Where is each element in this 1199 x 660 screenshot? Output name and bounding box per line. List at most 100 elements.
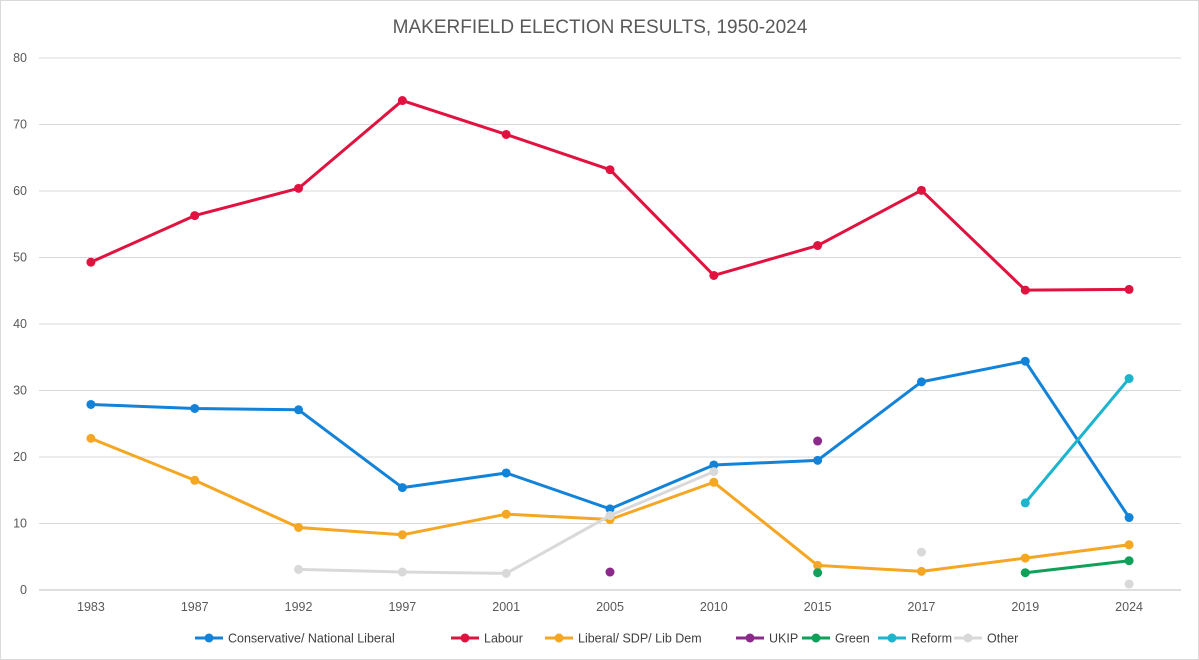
legend-label: Other: [987, 632, 1018, 646]
series-ukip: [605, 436, 823, 577]
data-point: [294, 405, 304, 415]
data-point: [605, 165, 615, 175]
x-tick-label: 2015: [804, 600, 832, 614]
data-point: [916, 377, 926, 387]
series-reform: [1020, 374, 1134, 508]
series-group: [86, 96, 1134, 589]
legend-label: UKIP: [769, 632, 798, 646]
data-point: [1124, 540, 1134, 550]
data-point: [1124, 579, 1134, 589]
data-point: [1020, 285, 1030, 295]
legend-swatch-marker: [745, 633, 755, 643]
data-point: [1020, 568, 1030, 578]
legend-item: Reform: [878, 632, 952, 646]
x-tick-label: 1997: [388, 600, 416, 614]
legend-swatch-marker: [811, 633, 821, 643]
data-point: [709, 467, 719, 477]
x-tick-label: 2019: [1011, 600, 1039, 614]
y-axis-ticks: 0 10 20 30 40 50 60 70 80: [13, 51, 27, 597]
data-point: [1020, 498, 1030, 508]
y-tick-label: 0: [20, 583, 27, 597]
y-tick-label: 60: [13, 184, 27, 198]
data-point: [709, 460, 719, 470]
data-point: [294, 183, 304, 193]
data-point: [813, 241, 823, 251]
data-point: [1124, 556, 1134, 566]
data-point: [397, 567, 407, 577]
y-tick-label: 40: [13, 317, 27, 331]
legend-label: Conservative/ National Liberal: [228, 632, 395, 646]
data-point: [709, 270, 719, 280]
legend-item: Liberal/ SDP/ Lib Dem: [545, 632, 702, 646]
data-point: [916, 566, 926, 576]
legend-label: Liberal/ SDP/ Lib Dem: [578, 632, 702, 646]
data-point: [190, 211, 200, 221]
x-tick-label: 2017: [908, 600, 936, 614]
y-tick-label: 20: [13, 450, 27, 464]
data-point: [397, 483, 407, 493]
data-point: [501, 568, 511, 578]
data-point: [501, 468, 511, 478]
data-point: [1020, 356, 1030, 366]
y-tick-label: 80: [13, 51, 27, 65]
gridlines: [39, 57, 1181, 591]
data-point: [813, 560, 823, 570]
legend-item: Conservative/ National Liberal: [195, 632, 395, 646]
x-tick-label: 1992: [285, 600, 313, 614]
series-line: [297, 470, 716, 575]
data-point: [916, 185, 926, 195]
legend-swatch-marker: [204, 633, 214, 643]
legend-swatch-marker: [554, 633, 564, 643]
legend-label: Labour: [484, 632, 523, 646]
legend-item: Labour: [451, 632, 523, 646]
x-tick-label: 1983: [77, 600, 105, 614]
legend-swatch-marker: [887, 633, 897, 643]
y-tick-label: 10: [13, 517, 27, 531]
legend-item: Other: [954, 632, 1018, 646]
y-tick-label: 30: [13, 384, 27, 398]
series-conservative-national-liberal: [86, 356, 1134, 523]
data-point: [813, 568, 823, 578]
data-point: [294, 522, 304, 532]
x-tick-label: 2001: [492, 600, 520, 614]
legend-label: Green: [835, 632, 870, 646]
data-point: [1124, 284, 1134, 294]
data-point: [86, 433, 96, 443]
data-point: [86, 257, 96, 267]
y-tick-label: 50: [13, 251, 27, 265]
data-point: [190, 475, 200, 485]
data-point: [190, 403, 200, 413]
x-tick-label: 1987: [181, 600, 209, 614]
data-point: [1124, 513, 1134, 523]
x-tick-label: 2024: [1115, 600, 1143, 614]
data-point: [501, 509, 511, 519]
data-point: [1020, 553, 1030, 563]
series-line: [89, 359, 1131, 520]
x-tick-label: 2005: [596, 600, 624, 614]
y-tick-label: 70: [13, 118, 27, 132]
series-green: [813, 556, 1134, 578]
data-point: [605, 511, 615, 521]
series-line: [1023, 559, 1131, 575]
data-point: [397, 96, 407, 106]
data-point: [397, 530, 407, 540]
data-point: [813, 455, 823, 465]
data-point: [605, 504, 615, 514]
series-other: [294, 467, 1134, 589]
legend-label: Reform: [911, 632, 952, 646]
x-tick-label: 2010: [700, 600, 728, 614]
legend-item: Green: [802, 632, 870, 646]
series-labour: [86, 96, 1134, 295]
series-line: [1023, 377, 1131, 505]
data-point: [709, 477, 719, 487]
series-line: [89, 99, 1131, 292]
data-point: [294, 564, 304, 574]
data-point: [605, 567, 615, 577]
legend-item: UKIP: [736, 632, 798, 646]
data-point: [501, 129, 511, 139]
x-axis-ticks: 1983 1987 1992 1997 2001 2005 2010 2015 2017 2019…: [77, 600, 1143, 614]
legend: Conservative/ National Liberal Labour Libe…: [195, 632, 1018, 646]
data-point: [1124, 374, 1134, 384]
